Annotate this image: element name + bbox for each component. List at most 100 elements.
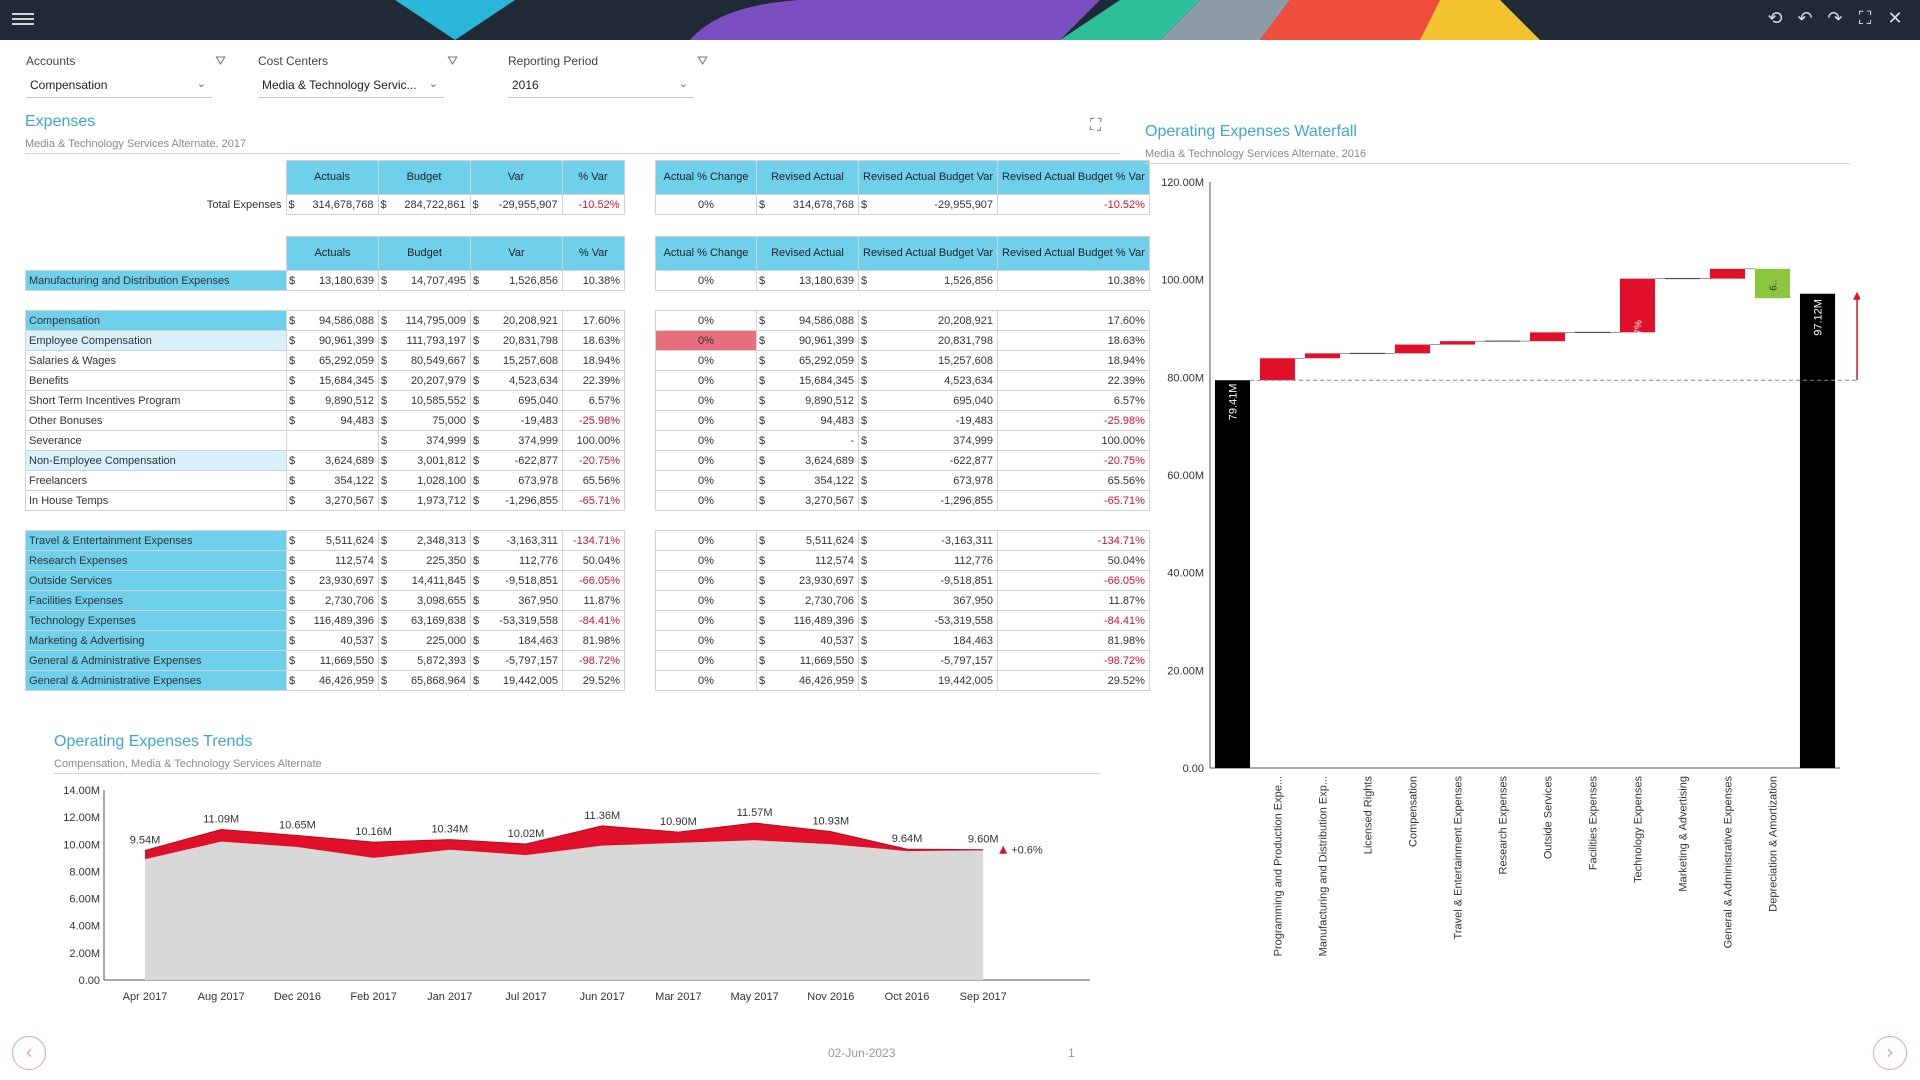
table-row[interactable]: Technology Expenses $116,489,396 $63,169,8… xyxy=(25,610,625,631)
table-row[interactable]: Benefits $15,684,345 $20,207,979 $4,523,634… xyxy=(25,370,625,391)
x-tick-label: Aug 2017 xyxy=(198,991,245,1003)
table-row[interactable]: Severance $374,999 $374,999 100.00% xyxy=(25,430,625,451)
table-row[interactable]: 0% $15,684,345 $4,523,634 22.39% xyxy=(655,370,1150,391)
row-label: Outside Services xyxy=(25,570,287,591)
row-label: Technology Expenses xyxy=(25,610,287,631)
currency-symbol: $ xyxy=(286,330,301,351)
table-row[interactable]: 0% $116,489,396 $ -53,319,558 -84.41% xyxy=(655,610,1150,631)
table-row[interactable]: 0% $13,180,639 $1,526,856 10.38% xyxy=(655,270,1150,291)
currency-symbol: $ xyxy=(858,610,873,631)
reporting-period-dropdown[interactable]: 2016 ⌄ xyxy=(508,77,694,98)
table-row[interactable]: 0% $9,890,512 $695,040 6.57% xyxy=(655,390,1150,411)
undo-icon[interactable]: ↶ xyxy=(1797,8,1813,29)
table-row[interactable]: Compensation $94,586,088 $114,795,009 $20,2… xyxy=(25,310,625,331)
x-category-label: Licensed Rights xyxy=(1363,776,1375,855)
table-row[interactable]: 0% $11,669,550 $ -5,797,157 -98.72% xyxy=(655,650,1150,671)
refresh-icon[interactable]: ⟲ xyxy=(1767,8,1783,29)
table-row[interactable]: Travel & Entertainment Expenses $5,511,62… xyxy=(25,530,625,551)
x-tick-label: Dec 2016 xyxy=(274,991,321,1003)
pct-var-cell: 11.87% xyxy=(562,590,625,611)
fullscreen-icon[interactable]: ⛶ xyxy=(1858,8,1872,29)
accounts-dropdown[interactable]: Compensation ⌄ xyxy=(26,77,212,98)
pct-var-cell: 18.63% xyxy=(562,330,625,351)
pct-change-cell: 0% xyxy=(655,350,757,371)
row-label: Other Bonuses xyxy=(25,410,287,431)
table-row[interactable]: Non-Employee Compensation $3,624,689 $3,00… xyxy=(25,450,625,471)
cost-centers-dropdown[interactable]: Media & Technology Servic... ⌄ xyxy=(258,77,444,98)
y-tick-label: 40.00M xyxy=(1167,568,1204,580)
waterfall-step-bar xyxy=(1709,268,1746,279)
next-page-button[interactable]: › xyxy=(1873,1036,1907,1070)
previous-page-button[interactable]: ‹ xyxy=(12,1036,46,1070)
table-row[interactable]: 0% $ - $374,999 100.00% xyxy=(655,430,1150,451)
actuals-cell: 112,574 xyxy=(300,550,379,571)
table-row[interactable]: General & Administrative Expenses $46,426… xyxy=(25,670,625,691)
table-row[interactable]: Facilities Expenses $2,730,706 $3,098,655 $… xyxy=(25,590,625,611)
currency-symbol: $ xyxy=(858,330,873,351)
var-cell: -3,163,311 xyxy=(484,530,563,551)
x-tick-label: Mar 2017 xyxy=(655,991,701,1003)
table-row[interactable]: 0% $94,586,088 $20,208,921 17.60% xyxy=(655,310,1150,331)
table-row[interactable]: 0% $2,730,706 $367,950 11.87% xyxy=(655,590,1150,611)
data-label: 9.64M xyxy=(892,833,923,845)
revised-actual-cell: 94,483 xyxy=(770,410,859,431)
currency-symbol: $ xyxy=(378,350,393,371)
revised-actual-cell: 46,426,959 xyxy=(770,670,859,691)
table-row[interactable]: Salaries & Wages $65,292,059 $80,549,667 $1… xyxy=(25,350,625,371)
table-row[interactable]: General & Administrative Expenses $11,669… xyxy=(25,650,625,671)
table-row[interactable]: 0% $90,961,399 $20,831,798 18.63% xyxy=(655,330,1150,351)
trends-subtitle: Compensation, Media & Technology Service… xyxy=(54,758,322,770)
blank-header xyxy=(186,160,286,195)
var-cell: -53,319,558 xyxy=(484,610,563,631)
budget-cell: 10,585,552 xyxy=(392,390,471,411)
actuals-cell: 23,930,697 xyxy=(300,570,379,591)
redo-icon[interactable]: ↷ xyxy=(1827,8,1843,29)
pct-change-cell: 0% xyxy=(655,410,757,431)
budget-cell: 114,795,009 xyxy=(392,310,471,331)
currency-symbol: $ xyxy=(378,450,393,471)
table-row[interactable]: Short Term Incentives Program $9,890,512 $… xyxy=(25,390,625,411)
actuals-cell: 3,624,689 xyxy=(300,450,379,471)
currency-symbol: $ xyxy=(378,470,393,491)
table-row[interactable]: 0% $94,483 $ -19,483 -25.98% xyxy=(655,410,1150,431)
currency-symbol: $ xyxy=(378,630,393,651)
data-label: 11.09M xyxy=(203,813,239,825)
row-label: Non-Employee Compensation xyxy=(25,450,287,471)
table-row[interactable]: 0% $46,426,959 $19,442,005 29.52% xyxy=(655,670,1150,691)
table-row[interactable]: Employee Compensation $90,961,399 $111,793… xyxy=(25,330,625,351)
hamburger-menu-button[interactable] xyxy=(12,10,34,30)
currency-symbol: $ xyxy=(470,610,485,631)
table-row[interactable]: 0% $3,270,567 $ -1,296,855 -65.71% xyxy=(655,490,1150,511)
table-row[interactable]: Research Expenses $112,574 $225,350 $112,77… xyxy=(25,550,625,571)
filter-icon[interactable]: ⛛ xyxy=(447,54,458,69)
x-tick-label: Sep 2017 xyxy=(960,991,1007,1003)
table-row[interactable]: Freelancers $354,122 $1,028,100 $673,978 65.… xyxy=(25,470,625,491)
col-header-budget: Budget xyxy=(378,236,471,271)
table-row[interactable]: 0% $65,292,059 $15,257,608 18.94% xyxy=(655,350,1150,371)
table-row[interactable]: Manufacturing and Distribution Expenses $… xyxy=(25,270,625,291)
currency-symbol: $ xyxy=(378,550,393,571)
table-row[interactable]: 0% $40,537 $184,463 81.98% xyxy=(655,630,1150,651)
currency-symbol: $ xyxy=(470,310,485,331)
table-row[interactable]: 0% $354,122 $673,978 65.56% xyxy=(655,470,1150,491)
table-row[interactable]: Marketing & Advertising $40,537 $225,000 $1… xyxy=(25,630,625,651)
x-tick-label: Feb 2017 xyxy=(350,991,396,1003)
budget-cell: 374,999 xyxy=(392,430,471,451)
revised-pct-var-cell: 81.98% xyxy=(997,630,1150,651)
table-row[interactable]: 0% $5,511,624 $ -3,163,311 -134.71% xyxy=(655,530,1150,551)
table-row[interactable]: Other Bonuses $94,483 $75,000 $ -19,483 -25.9… xyxy=(25,410,625,431)
expand-icon[interactable]: ⛶ xyxy=(1090,115,1102,134)
revised-var-cell: -9,518,851 xyxy=(872,570,999,591)
table-row[interactable]: Outside Services $23,930,697 $14,411,845 $ -… xyxy=(25,570,625,591)
currency-symbol: $ xyxy=(756,490,771,511)
table-row[interactable]: 0% $23,930,697 $ -9,518,851 -66.05% xyxy=(655,570,1150,591)
row-spacer xyxy=(26,291,625,311)
currency-symbol: $ xyxy=(756,670,771,691)
currency-symbol: $ xyxy=(756,610,771,631)
filter-icon[interactable]: ⛛ xyxy=(215,54,226,69)
filter-icon[interactable]: ⛛ xyxy=(697,54,708,69)
table-row[interactable]: In House Temps $3,270,567 $1,973,712 $ -1,29… xyxy=(25,490,625,511)
table-row[interactable]: 0% $3,624,689 $ -622,877 -20.75% xyxy=(655,450,1150,471)
table-row[interactable]: 0% $112,574 $112,776 50.04% xyxy=(655,550,1150,571)
close-icon[interactable]: ✕ xyxy=(1887,8,1903,29)
